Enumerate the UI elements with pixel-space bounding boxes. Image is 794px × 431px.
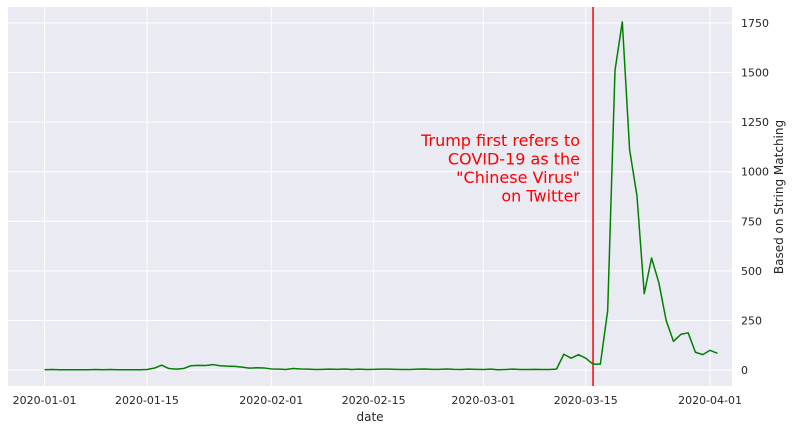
series-line	[44, 21, 718, 371]
annotation-line: COVID-19 as the	[448, 150, 580, 169]
y-tick-label: 1000	[741, 166, 769, 179]
x-axis-label: date	[356, 410, 383, 424]
y-tick-label: 1250	[741, 116, 769, 129]
grid	[8, 7, 732, 386]
y-tick-labels: 0 250 500 750 1000 1250 1500 1750	[741, 17, 769, 377]
annotation-line: on Twitter	[501, 187, 580, 206]
x-tick-label: 2020-04-01	[678, 394, 742, 407]
plot-background	[8, 7, 732, 386]
x-tick-label: 2020-01-01	[13, 394, 77, 407]
x-tick-label: 2020-01-15	[115, 394, 179, 407]
y-tick-label: 1750	[741, 17, 769, 30]
y-tick-label: 1500	[741, 66, 769, 79]
x-tick-label: 2020-03-01	[451, 394, 515, 407]
y-tick-label: 500	[741, 265, 762, 278]
y-tick-label: 250	[741, 315, 762, 328]
x-tick-label: 2020-02-15	[342, 394, 406, 407]
x-tick-label: 2020-02-01	[239, 394, 303, 407]
annotation-line: Trump first refers to	[420, 131, 580, 150]
x-tick-labels: 2020-01-01 2020-01-15 2020-02-01 2020-02-15…	[13, 394, 742, 407]
annotation-line: "Chinese Virus"	[456, 168, 580, 187]
y-tick-label: 0	[741, 364, 748, 377]
x-tick-label: 2020-03-15	[554, 394, 618, 407]
y-tick-label: 750	[741, 215, 762, 228]
y-axis-label: Based on String Matching	[772, 120, 786, 274]
